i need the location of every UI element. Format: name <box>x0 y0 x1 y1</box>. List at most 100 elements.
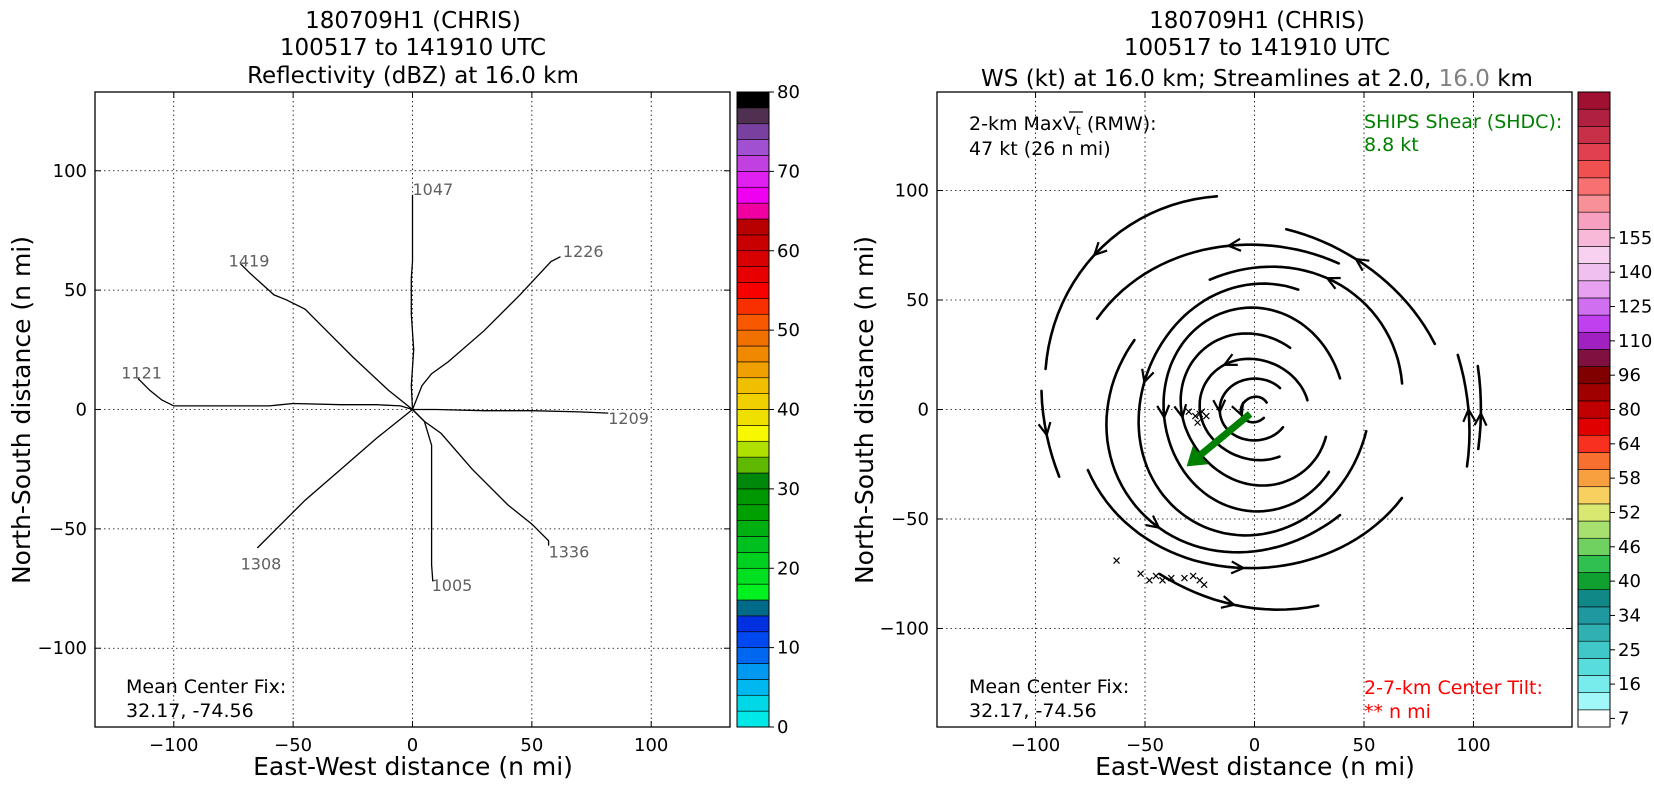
center-fix-x-marker <box>1152 572 1160 580</box>
left-colorbar-bin <box>736 583 770 601</box>
right-colorbar-bin <box>1577 297 1611 316</box>
streamline-arrowhead <box>1325 276 1341 290</box>
left-colorbar-tick-label: 40 <box>777 400 800 421</box>
left-colorbar-tick-label: 0 <box>777 717 788 738</box>
right-ytick-label: −50 <box>891 509 929 530</box>
streamline-arrowhead <box>1145 515 1161 530</box>
flight-track-1226 <box>411 256 561 410</box>
shear-arrow-shaft <box>1198 411 1253 458</box>
left-colorbar-bin <box>736 536 770 553</box>
flight-track-1005 <box>412 409 434 582</box>
center-tilt-label: 2-7-km Center Tilt: <box>1364 677 1543 699</box>
left-colorbar-bin <box>736 361 770 379</box>
streamline <box>1044 195 1219 371</box>
right-title-line2: 100517 to 141910 UTC <box>1124 35 1390 61</box>
right-mean-center-label: Mean Center Fix: <box>969 676 1129 698</box>
reflectivity-panel: 180709H1 (CHRIS) 100517 to 141910 UTC Re… <box>7 8 800 781</box>
right-colorbar-bin <box>1577 366 1611 385</box>
right-colorbar-bin <box>1577 177 1611 196</box>
streamlines <box>1037 195 1488 612</box>
right-y-axis-label: North-South distance (n mi) <box>850 236 879 584</box>
left-xtick-label: −100 <box>149 735 198 756</box>
right-colorbar-tick-label: 46 <box>1618 537 1641 558</box>
center-fix-x-marker <box>1145 576 1153 584</box>
left-y-axis-label: North-South distance (n mi) <box>7 236 36 584</box>
right-colorbar-bin <box>1577 349 1611 367</box>
streamline-arrowhead <box>1156 404 1171 420</box>
right-ytick-label: 100 <box>895 181 929 202</box>
center-fix-x-marker <box>1196 410 1204 418</box>
right-colorbar-tick-label: 40 <box>1618 571 1641 592</box>
track-label-1226: 1226 <box>563 242 604 261</box>
right-colorbar-tick-label: 58 <box>1618 468 1641 489</box>
left-title-line2: 100517 to 141910 UTC <box>280 35 546 61</box>
left-colorbar-bin <box>736 329 770 347</box>
left-colorbar-bin <box>736 710 770 728</box>
right-xtick-label: 0 <box>1249 735 1260 756</box>
left-colorbar-tick-label: 70 <box>777 161 800 182</box>
left-colorbar-bin <box>736 377 770 394</box>
right-colorbar-bin <box>1577 417 1611 436</box>
right-colorbar-bin <box>1577 246 1611 264</box>
ships-shear-label: SHIPS Shear (SHDC): <box>1364 111 1562 133</box>
right-x-axis-label: East-West distance (n mi) <box>1095 752 1415 781</box>
center-fix-x-marker <box>1189 572 1197 580</box>
left-ytick-label: 100 <box>53 161 87 182</box>
left-ytick-label: 0 <box>76 400 87 421</box>
streamline-arrowhead <box>1353 257 1370 272</box>
left-colorbar-bin <box>736 567 770 585</box>
streamline-arrowhead <box>1473 410 1488 427</box>
right-colorbar-bin <box>1577 91 1611 110</box>
streamline-arrowhead <box>1230 560 1246 575</box>
track-label-1005: 1005 <box>432 576 473 595</box>
streamline-arrowhead <box>1462 407 1477 423</box>
track-label-1336: 1336 <box>549 543 590 562</box>
right-colorbar-tick-label: 34 <box>1618 605 1641 626</box>
right-colorbar-tick-label: 96 <box>1618 365 1641 386</box>
flight-track-1121 <box>137 378 413 411</box>
left-x-axis-label: East-West distance (n mi) <box>253 752 573 781</box>
flight-track-1419 <box>240 263 413 411</box>
center-fix-x-marker <box>1167 574 1175 582</box>
left-colorbar-bin <box>736 409 770 426</box>
left-title-line1: 180709H1 (CHRIS) <box>305 8 521 34</box>
left-colorbar-bin <box>736 663 770 680</box>
streamline-arrowhead <box>1037 421 1052 438</box>
left-colorbar-bin <box>736 139 770 156</box>
right-colorbar-bin <box>1577 314 1611 333</box>
left-colorbar-tick-label: 50 <box>777 320 800 341</box>
left-axis-ticks: −100 −50 0 50 100 −100 −50 0 50 100 <box>38 92 730 756</box>
flight-track-1047 <box>410 194 415 410</box>
right-xtick-label: −100 <box>1011 735 1060 756</box>
flight-track-1308 <box>256 408 413 549</box>
wind-speed-panel: 180709H1 (CHRIS) 100517 to 141910 UTC WS… <box>850 8 1652 781</box>
right-colorbar-bin <box>1577 263 1611 282</box>
left-ytick-label: −50 <box>49 519 87 540</box>
right-colorbar-bin <box>1577 452 1611 470</box>
left-colorbar-bin <box>736 631 770 648</box>
shear-arrow-head <box>1186 445 1209 467</box>
max-vt-value: 47 kt (26 n mi) <box>969 138 1111 160</box>
left-colorbar-bin <box>736 552 770 569</box>
track-label-1308: 1308 <box>241 555 282 574</box>
right-xtick-label: 100 <box>1456 735 1490 756</box>
left-colorbar-bin <box>736 425 770 442</box>
center-fix-x-marker <box>1159 576 1166 584</box>
right-colorbar-bin <box>1577 400 1611 419</box>
center-fix-x-marker <box>1185 408 1193 416</box>
left-colorbar-bin <box>736 202 770 220</box>
center-fix-x-marker <box>1200 581 1208 589</box>
right-colorbar-tick-label: 64 <box>1618 434 1641 455</box>
right-colorbar-bin <box>1577 709 1611 728</box>
left-colorbar-bin <box>736 520 770 537</box>
streamline-arrowhead <box>1231 401 1245 418</box>
left-colorbar-bin <box>736 472 770 490</box>
streamline-arrowhead <box>1212 399 1227 415</box>
right-ytick-label: 50 <box>906 290 929 311</box>
shear-vector-arrow <box>1186 411 1253 467</box>
right-colorbar-bin <box>1577 280 1611 299</box>
left-colorbar-bin <box>736 345 770 363</box>
right-colorbar-bin <box>1577 692 1611 711</box>
streamline-arrowhead <box>1222 353 1238 366</box>
right-colorbar-bin <box>1577 520 1611 539</box>
